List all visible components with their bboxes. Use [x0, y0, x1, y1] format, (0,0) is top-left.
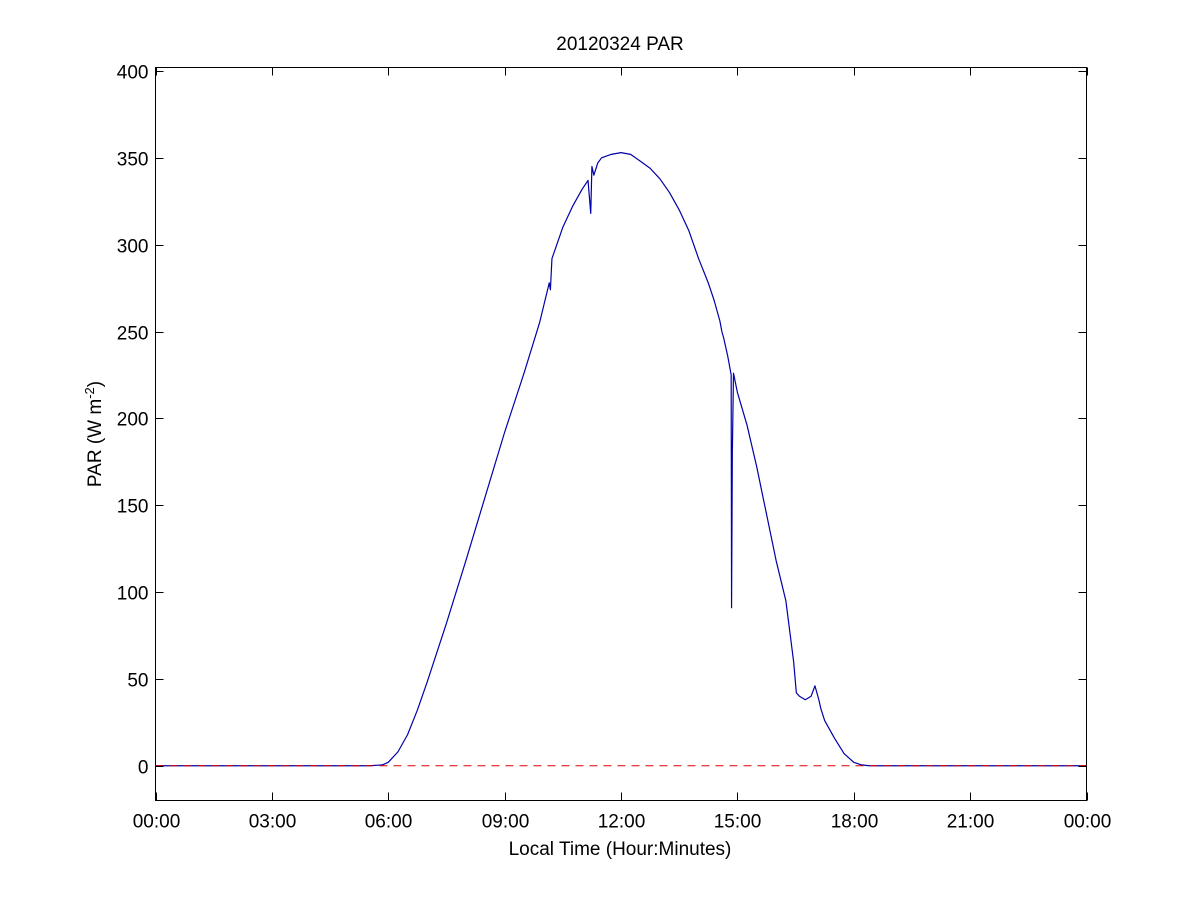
x-tick-label: 15:00 [714, 812, 762, 833]
chart-title: 20120324 PAR [556, 34, 683, 55]
y-axis-label: PAR (W m-2) [82, 381, 107, 487]
x-axis-ticks: 00:00 03:00 06:00 09:00 12:00 15:00 18:00 21:00… [133, 67, 1112, 833]
y-axis-ticks: 0 50 100 150 200 250 300 350 400 [117, 63, 1087, 779]
series-layer [155, 152, 1087, 767]
x-tick-label: 03:00 [249, 812, 297, 833]
par-series-line [155, 152, 1087, 767]
x-tick-label: 00:00 [133, 812, 181, 833]
y-tick-label: 100 [117, 584, 149, 605]
y-tick-label: 200 [117, 410, 149, 431]
x-tick-label: 18:00 [831, 812, 879, 833]
y-tick-label: 250 [117, 324, 149, 345]
y-tick-label: 350 [117, 150, 149, 171]
x-tick-label: 09:00 [482, 812, 530, 833]
y-tick-label: 0 [138, 758, 149, 779]
x-tick-label: 00:00 [1064, 812, 1112, 833]
x-axis-label: Local Time (Hour:Minutes) [509, 839, 732, 860]
plot-area [155, 67, 1087, 801]
y-tick-label: 50 [127, 671, 148, 692]
x-tick-label: 21:00 [947, 812, 995, 833]
x-tick-label: 12:00 [598, 812, 646, 833]
y-axis-label-superscript: -2 [82, 387, 97, 399]
y-axis-label-main: PAR (W m [85, 399, 106, 487]
y-tick-label: 150 [117, 497, 149, 518]
axes-frame [155, 67, 1087, 801]
y-axis-label-close: ) [85, 381, 106, 387]
x-tick-label: 06:00 [365, 812, 413, 833]
y-tick-label: 400 [117, 63, 149, 84]
y-tick-label: 300 [117, 237, 149, 258]
